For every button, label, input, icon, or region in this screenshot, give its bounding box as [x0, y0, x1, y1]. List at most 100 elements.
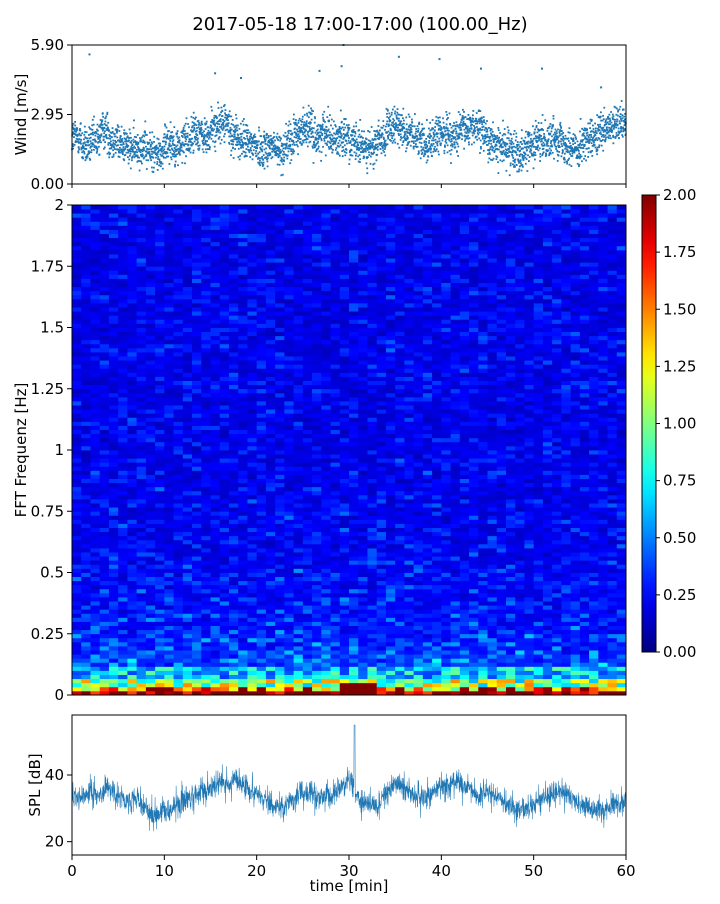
wind-point — [623, 116, 625, 118]
wind-point — [370, 156, 372, 158]
spectrogram-cell — [146, 650, 156, 654]
spectrogram-cell — [460, 626, 470, 630]
wind-point — [329, 131, 331, 133]
spectrogram-cell — [183, 642, 193, 646]
spectrogram-cell — [118, 675, 128, 679]
wind-point — [521, 129, 523, 131]
wind-point — [371, 126, 373, 128]
spectrogram-cell — [608, 658, 618, 662]
spectrogram-cell — [127, 683, 137, 687]
spectrogram-cell — [349, 601, 359, 605]
spectrogram-cell — [497, 617, 507, 621]
spectrogram-cell — [137, 687, 147, 691]
spectrogram-cell — [340, 601, 350, 605]
spectrogram-cell — [284, 679, 294, 683]
wind-point — [480, 146, 482, 148]
spectrogram-cell — [377, 634, 387, 638]
wind-point — [496, 135, 498, 137]
wind-point — [218, 107, 220, 109]
spectrogram-cell — [109, 666, 119, 670]
spectrogram-cell — [257, 650, 267, 654]
wind-point — [537, 145, 539, 147]
spectrogram-cell — [349, 605, 359, 609]
spectrogram-cell — [506, 622, 516, 626]
wind-point — [550, 153, 552, 155]
spectrogram-cell — [127, 671, 137, 675]
wind-point — [499, 159, 501, 161]
spectrogram-cell — [137, 679, 147, 683]
spectrogram-cell — [275, 634, 285, 638]
spectrogram-cell — [164, 683, 174, 687]
spectrogram-cell — [275, 666, 285, 670]
spectrogram-cell — [201, 650, 211, 654]
spectrogram-cell — [552, 630, 562, 634]
wind-point — [77, 138, 79, 140]
spectrogram-cell — [127, 654, 137, 658]
wind-point — [520, 153, 522, 155]
wind-point — [391, 114, 393, 116]
wind-point — [418, 152, 420, 154]
spectrogram-cell — [174, 646, 184, 650]
wind-point — [483, 119, 485, 121]
spectrogram-cell — [238, 626, 248, 630]
wind-point — [237, 125, 239, 127]
spectrogram-cell — [211, 646, 221, 650]
wind-point — [162, 146, 164, 148]
wind-point — [481, 123, 483, 125]
spectrogram-cell — [367, 687, 377, 691]
wind-point — [219, 136, 221, 138]
spectrogram-cell — [183, 613, 193, 617]
spectrogram-cell — [211, 658, 221, 662]
wind-point — [414, 140, 416, 142]
wind-point — [365, 151, 367, 153]
spectrogram-cell — [534, 675, 544, 679]
spectrogram-cell — [423, 662, 433, 666]
wind-point — [81, 132, 83, 134]
wind-point — [389, 116, 391, 118]
spectrogram-cell — [534, 650, 544, 654]
wind-point — [543, 148, 545, 150]
wind-point — [139, 170, 141, 172]
wind-point — [244, 138, 246, 140]
spectrogram-cell — [257, 630, 267, 634]
spectrogram-cell — [534, 666, 544, 670]
spectrogram-cell — [211, 617, 221, 621]
spectrogram-cell — [488, 634, 498, 638]
spectrogram-cell — [155, 650, 165, 654]
wind-point — [330, 142, 332, 144]
wind-point — [553, 118, 555, 120]
wind-point — [100, 124, 102, 126]
wind-point — [595, 128, 597, 130]
wind-point — [391, 137, 393, 139]
wind-point — [92, 119, 94, 121]
wind-point — [614, 121, 616, 123]
spectrogram-cell — [423, 679, 433, 683]
spectrogram-cell — [146, 658, 156, 662]
wind-point — [488, 136, 490, 138]
spectrogram-cell — [266, 613, 276, 617]
wind-point — [128, 163, 130, 165]
spectrogram-cell — [395, 638, 405, 642]
wind-point — [619, 109, 621, 111]
spectrogram-cell — [377, 662, 387, 666]
spectrogram-cell — [543, 666, 553, 670]
wind-peak-point — [398, 56, 400, 58]
wind-point — [564, 148, 566, 150]
wind-point — [441, 128, 443, 130]
wind-point — [413, 148, 415, 150]
spectrogram-cell — [404, 601, 414, 605]
spectrogram-cell — [432, 662, 442, 666]
spectrogram-cell — [580, 679, 590, 683]
wind-point — [137, 160, 139, 162]
spectrogram-cell — [404, 662, 414, 666]
wind-point — [610, 137, 612, 139]
wind-point — [569, 153, 571, 155]
wind-point — [439, 121, 441, 123]
wind-point — [185, 133, 187, 135]
spectrogram-cell — [201, 613, 211, 617]
spectrogram-cell — [247, 666, 257, 670]
wind-point — [446, 130, 448, 132]
wind-point — [203, 130, 205, 132]
wind-point — [566, 163, 568, 165]
wind-point — [193, 112, 195, 114]
